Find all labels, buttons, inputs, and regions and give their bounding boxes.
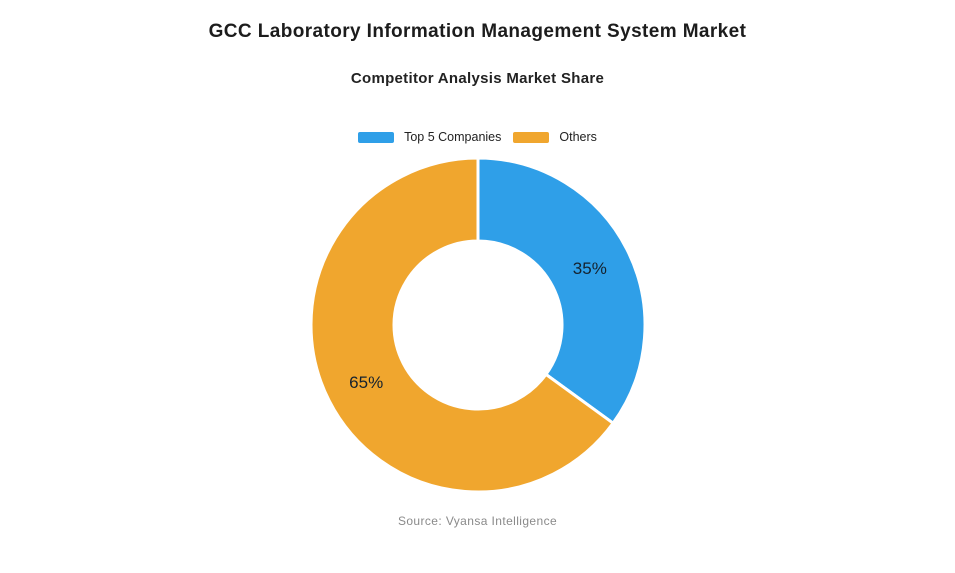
slice-value-label-others: 65% <box>349 373 383 392</box>
legend-label-others: Others <box>559 130 597 144</box>
legend-swatch-others <box>513 132 550 143</box>
donut-slice-others[interactable] <box>309 156 616 494</box>
legend-label-top-5-companies: Top 5 Companies <box>404 130 502 144</box>
legend-item-others[interactable]: Others <box>513 130 597 145</box>
chart-subtitle: Competitor Analysis Market Share <box>350 70 605 87</box>
legend-swatch-top-5-companies <box>358 132 395 143</box>
legend: Top 5 Companies Others <box>0 130 955 145</box>
donut-chart: 35% 65% <box>306 153 650 497</box>
chart-title: GCC Laboratory Information Management Sy… <box>208 21 747 42</box>
legend-item-top-5-companies[interactable]: Top 5 Companies <box>358 130 501 145</box>
source-note: Source: Vyansa Intelligence <box>397 514 558 528</box>
donut-slice-top-5-companies[interactable] <box>476 156 647 426</box>
donut-chart-svg: 35% 65% <box>309 156 647 494</box>
slice-value-label-top-5-companies: 35% <box>573 259 607 278</box>
